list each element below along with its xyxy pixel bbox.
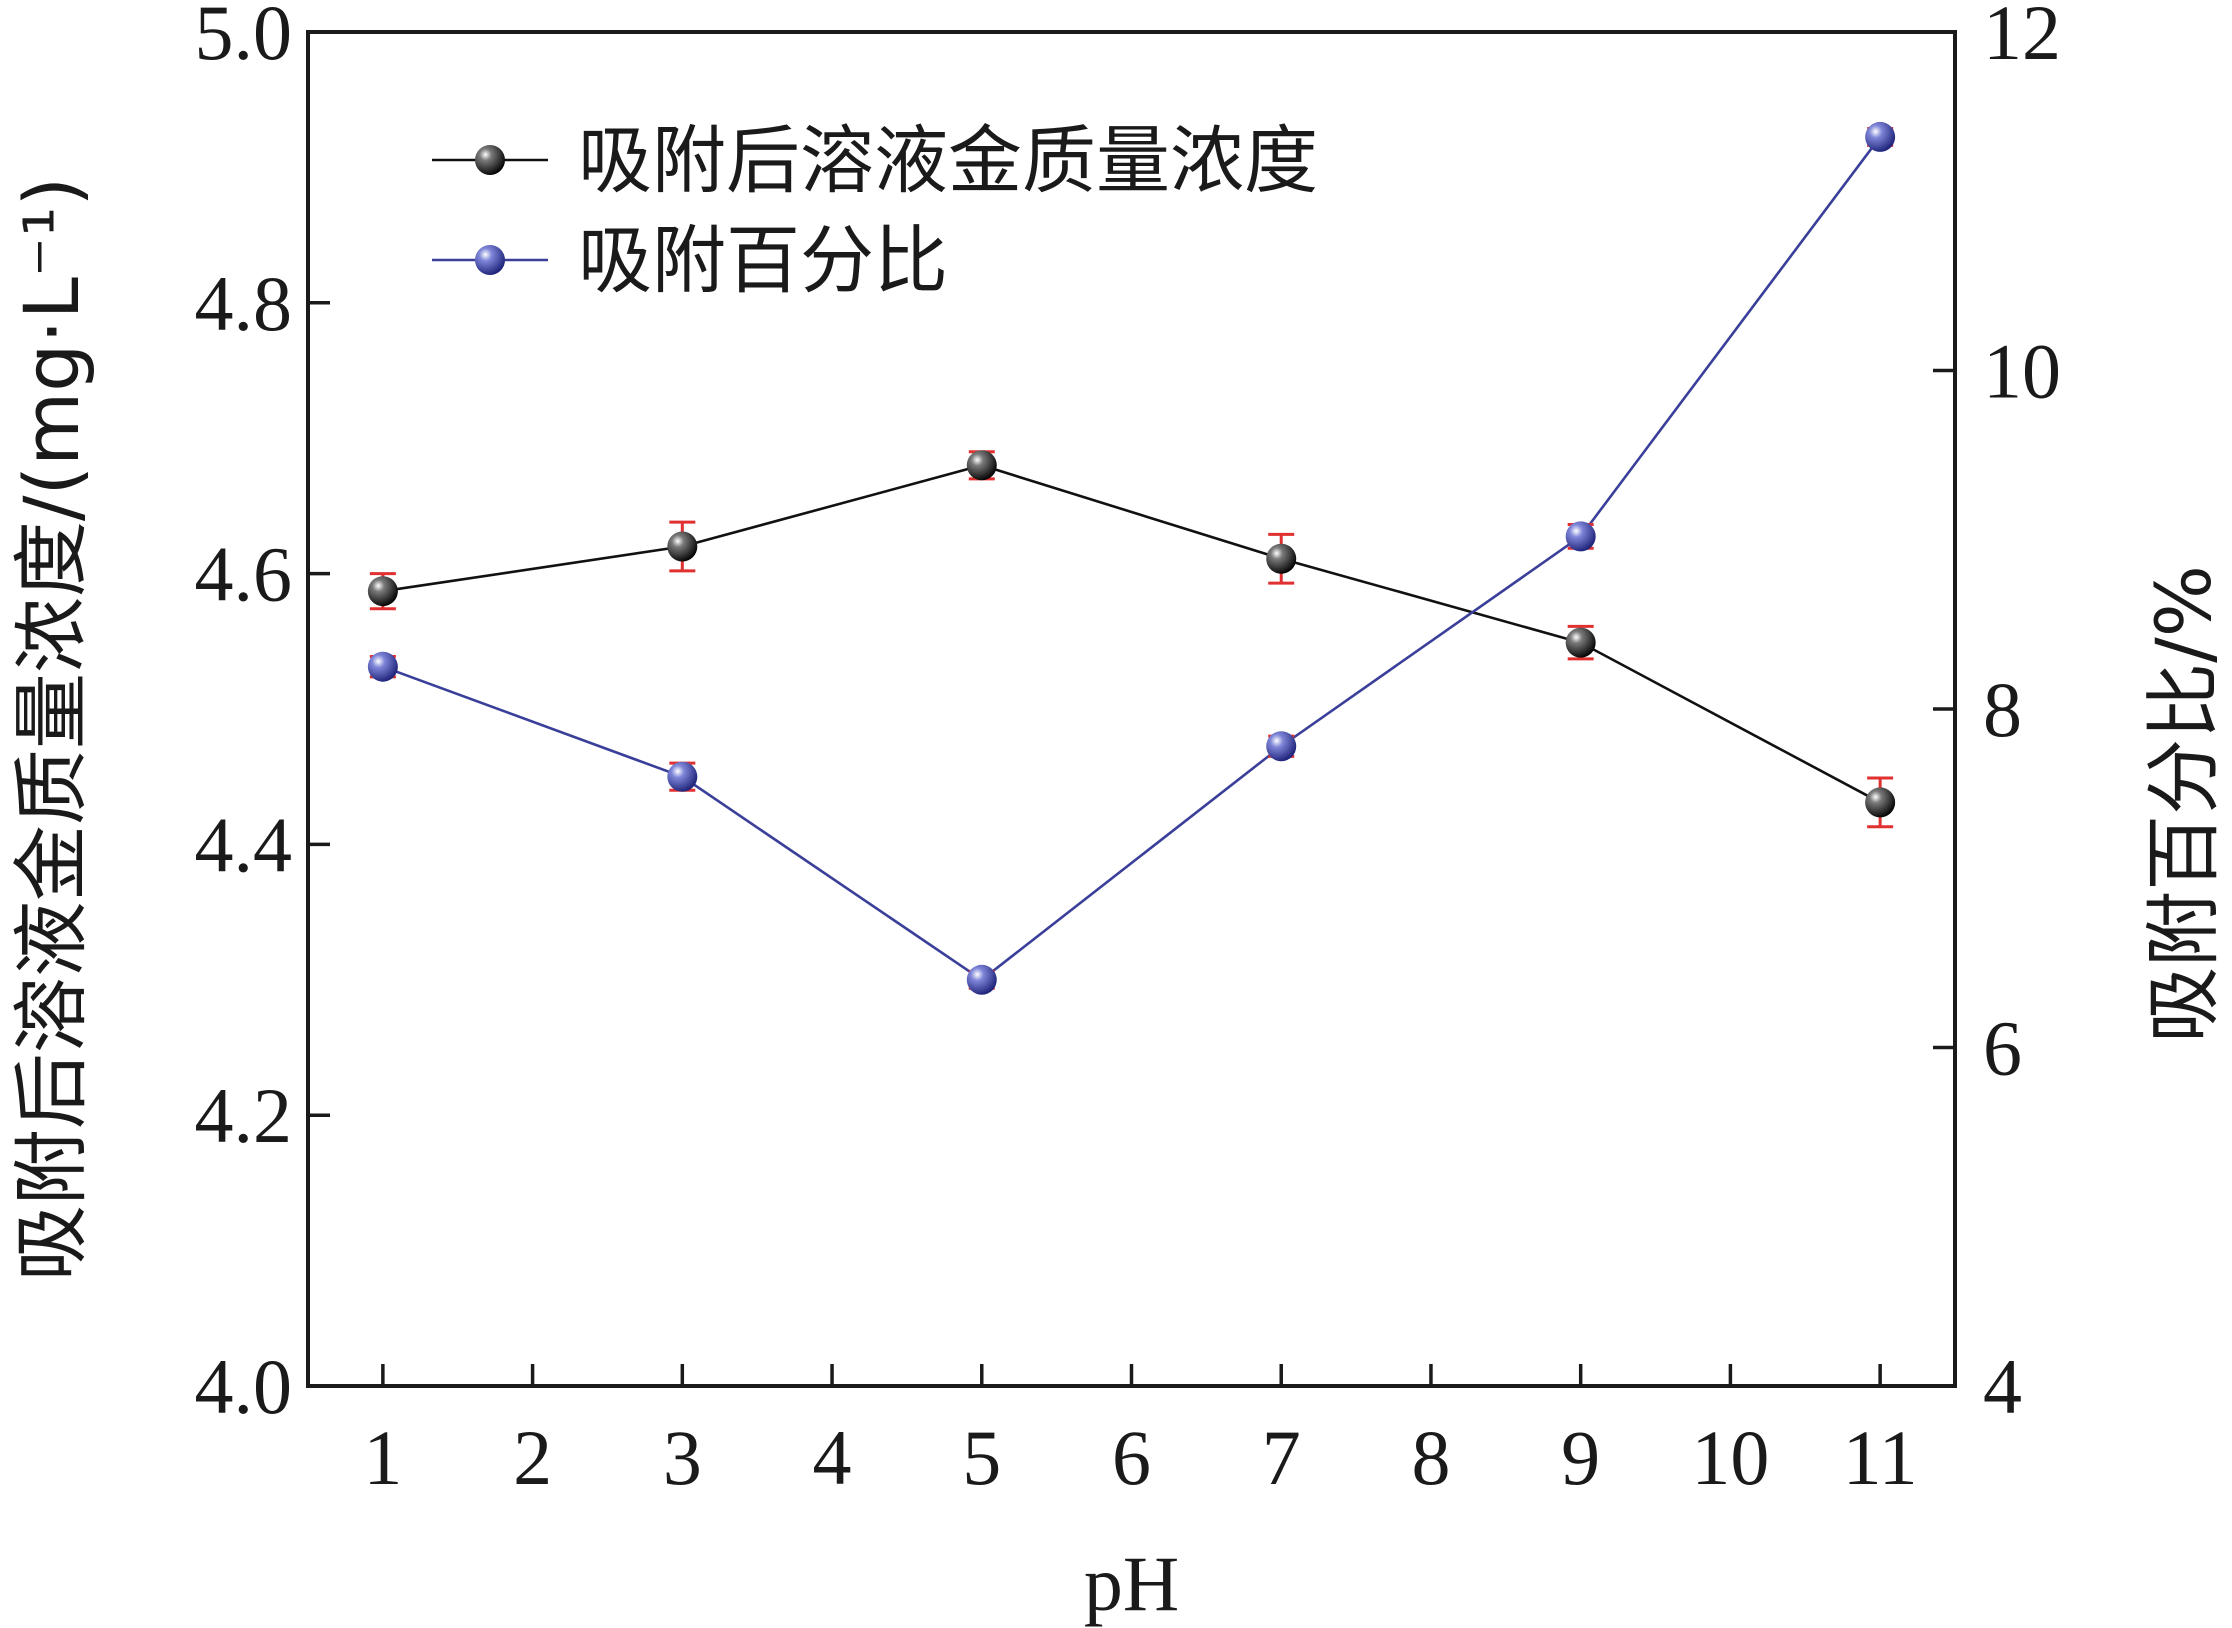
data-point xyxy=(367,651,398,682)
series-layer xyxy=(367,121,1896,995)
x-tick-label: 1 xyxy=(363,1414,402,1501)
legend-label-2: 吸附百分比 xyxy=(578,218,948,304)
data-point xyxy=(667,531,698,562)
data-point xyxy=(1865,787,1896,818)
y-right-tick-label: 4 xyxy=(1983,1343,2022,1430)
x-tick-label: 6 xyxy=(1112,1414,1151,1501)
x-tick-label: 10 xyxy=(1691,1414,1769,1501)
data-point xyxy=(966,450,997,481)
x-tick-label: 11 xyxy=(1843,1414,1918,1501)
data-point xyxy=(667,761,698,792)
x-tick-label: 5 xyxy=(962,1414,1001,1501)
data-point xyxy=(1266,543,1297,574)
x-tick-label: 3 xyxy=(663,1414,702,1501)
legend-marker-2 xyxy=(475,245,505,275)
y-left-axis-title: 吸附后溶液金质量浓度/(mg·L⁻¹) xyxy=(7,177,96,1281)
y-right-tick-label: 6 xyxy=(1983,1005,2022,1092)
y-right-axis-title: 吸附百分比/% xyxy=(2139,565,2228,1043)
y-left-tick-label: 5.0 xyxy=(195,0,293,76)
y-right-tick-label: 8 xyxy=(1983,666,2022,753)
data-point xyxy=(966,964,997,995)
x-axis-title: pH xyxy=(1084,1540,1179,1627)
x-tick-label: 7 xyxy=(1262,1414,1301,1501)
y-left-tick-label: 4.0 xyxy=(195,1343,293,1430)
x-tick-label: 8 xyxy=(1411,1414,1450,1501)
x-tick-label: 2 xyxy=(513,1414,552,1501)
y-right-tick-label: 10 xyxy=(1983,328,2061,415)
legend-marker-1 xyxy=(475,145,505,175)
data-point xyxy=(367,576,398,607)
x-tick-label: 4 xyxy=(813,1414,852,1501)
series-line-2 xyxy=(382,136,1882,982)
y-right-tick-label: 12 xyxy=(1983,0,2061,76)
axes-layer xyxy=(306,30,1957,1388)
y-left-tick-label: 4.6 xyxy=(195,531,293,618)
data-point xyxy=(1565,627,1596,658)
plot-frame xyxy=(306,30,1957,1388)
series-line-1 xyxy=(382,463,1881,804)
data-point xyxy=(1565,521,1596,552)
y-left-tick-label: 4.2 xyxy=(195,1072,293,1159)
y-left-tick-label: 4.4 xyxy=(195,801,293,888)
legend-label-1: 吸附后溶液金质量浓度 xyxy=(578,118,1318,204)
x-tick-label: 9 xyxy=(1561,1414,1600,1501)
labels-layer: 1 2 3 4 5 6 7 8 9 10 114.04.24.44.64.85.04681012pH… xyxy=(7,0,2228,1627)
data-point xyxy=(1865,121,1896,152)
y-left-tick-label: 4.8 xyxy=(195,260,293,347)
data-point xyxy=(1266,731,1297,762)
